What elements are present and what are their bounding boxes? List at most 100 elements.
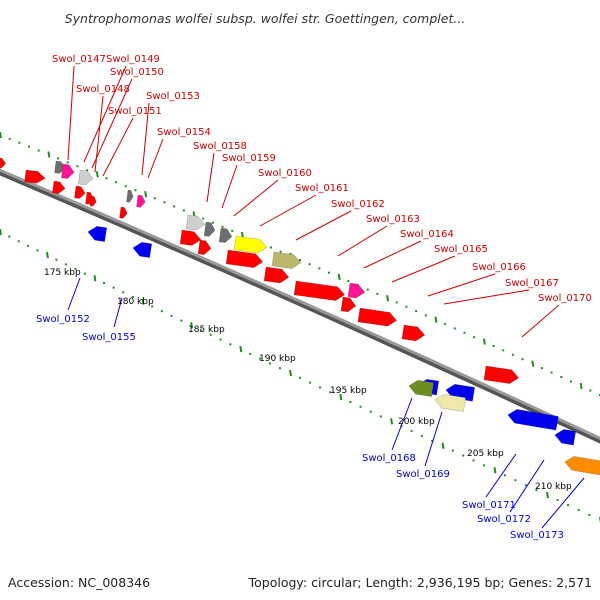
- reverse-gene-label[interactable]: Swol_0171: [462, 500, 516, 511]
- forward-label-leader: [91, 78, 133, 169]
- tick-dot: [74, 268, 77, 271]
- forward-gene-label[interactable]: Swol_0160: [258, 168, 312, 179]
- forward-gene-feature[interactable]: [203, 221, 216, 237]
- forward-gene-label[interactable]: Swol_0150: [110, 67, 164, 78]
- feature-layer: [0, 157, 600, 476]
- tick-dot: [347, 280, 350, 283]
- tick-dot: [462, 454, 465, 457]
- forward-label-leader: [391, 255, 456, 283]
- forward-gene-label[interactable]: Swol_0166: [472, 262, 526, 273]
- forward-gene-feature[interactable]: [126, 189, 134, 203]
- forward-gene-feature[interactable]: [61, 163, 75, 179]
- tick-mark: [337, 273, 341, 281]
- forward-gene-label[interactable]: Swol_0153: [146, 91, 200, 102]
- forward-gene-label[interactable]: Swol_0158: [193, 141, 247, 152]
- tick-dot: [64, 263, 67, 266]
- forward-gene-feature[interactable]: [24, 169, 46, 184]
- tick-dot: [299, 259, 301, 261]
- forward-gene-label[interactable]: Swol_0151: [108, 106, 162, 117]
- tick-dot: [27, 244, 30, 247]
- forward-gene-feature[interactable]: [52, 180, 66, 195]
- forward-gene-label[interactable]: Swol_0163: [366, 214, 420, 225]
- tick-dot: [521, 358, 524, 361]
- reverse-gene-feature[interactable]: [507, 408, 559, 431]
- tick-dot: [369, 410, 372, 413]
- forward-gene-feature[interactable]: [78, 169, 94, 186]
- reverse-gene-label[interactable]: Swol_0172: [477, 514, 531, 525]
- reverse-gene-feature[interactable]: [564, 455, 600, 476]
- tick-dot: [328, 271, 331, 274]
- forward-gene-label[interactable]: Swol_0170: [538, 293, 592, 304]
- reverse-gene-feature[interactable]: [408, 379, 435, 397]
- forward-gene-label[interactable]: Swol_0167: [505, 278, 559, 289]
- scale-label: 210 kbp: [535, 482, 572, 492]
- reverse-gene-label[interactable]: Swol_0155: [82, 332, 136, 343]
- forward-gene-feature[interactable]: [89, 195, 97, 207]
- tick-dot: [124, 185, 127, 188]
- forward-gene-label[interactable]: Swol_0154: [157, 127, 211, 138]
- reverse-gene-label[interactable]: Swol_0168: [362, 453, 416, 464]
- tick-mark: [289, 369, 292, 377]
- forward-gene-feature[interactable]: [197, 239, 212, 256]
- tick-dot: [463, 331, 466, 334]
- tick-dot: [66, 161, 69, 164]
- forward-gene-label[interactable]: Swol_0148: [76, 84, 130, 95]
- forward-label-leader: [427, 273, 496, 297]
- tick-dot: [524, 484, 527, 487]
- forward-gene-feature[interactable]: [119, 206, 128, 219]
- tick-dot: [28, 145, 31, 148]
- forward-gene-feature[interactable]: [218, 227, 233, 244]
- forward-gene-label[interactable]: Swol_0164: [400, 229, 454, 240]
- tick-mark: [493, 467, 497, 474]
- tick-mark: [93, 275, 97, 282]
- tick-dot: [18, 141, 21, 144]
- reverse-gene-feature[interactable]: [87, 225, 108, 242]
- forward-gene-label[interactable]: Swol_0165: [434, 244, 488, 255]
- reverse-gene-feature[interactable]: [554, 428, 577, 446]
- reverse-gene-feature[interactable]: [132, 241, 153, 258]
- tick-dot: [37, 149, 40, 152]
- tick-dot: [55, 258, 58, 261]
- tick-dot: [453, 327, 456, 330]
- reverse-label-leader: [509, 459, 545, 513]
- forward-gene-feature[interactable]: [136, 194, 146, 208]
- tick-dot: [182, 209, 185, 212]
- forward-gene-feature[interactable]: [271, 251, 302, 270]
- tick-dot: [231, 229, 234, 232]
- tick-mark: [579, 382, 583, 390]
- forward-gene-label[interactable]: Swol_0161: [295, 183, 349, 194]
- scale-label: 180 kbp: [117, 297, 154, 307]
- forward-gene-feature[interactable]: [179, 229, 202, 247]
- tick-dot: [319, 386, 322, 389]
- forward-gene-label[interactable]: Swol_0147: [52, 54, 106, 65]
- tick-dot: [105, 177, 108, 180]
- forward-gene-feature[interactable]: [225, 249, 264, 269]
- forward-gene-feature[interactable]: [401, 324, 426, 342]
- forward-gene-label[interactable]: Swol_0162: [331, 199, 385, 210]
- reverse-gene-label[interactable]: Swol_0169: [396, 469, 450, 480]
- forward-gene-feature[interactable]: [357, 307, 398, 327]
- forward-gene-feature[interactable]: [293, 280, 346, 302]
- forward-gene-feature[interactable]: [483, 365, 520, 385]
- tick-dot: [86, 169, 89, 172]
- forward-gene-feature[interactable]: [347, 282, 366, 299]
- tick-dot: [514, 479, 517, 482]
- forward-gene-feature[interactable]: [263, 266, 290, 284]
- tick-dot: [170, 314, 173, 317]
- forward-label-leader: [94, 95, 104, 173]
- forward-gene-feature[interactable]: [233, 235, 268, 254]
- tick-dot: [103, 282, 106, 285]
- forward-gene-feature[interactable]: [340, 296, 357, 313]
- tick-mark: [386, 294, 390, 302]
- forward-gene-label[interactable]: Swol_0149: [106, 54, 160, 65]
- scale-label: 205 kbp: [467, 449, 504, 459]
- reverse-gene-label[interactable]: Swol_0173: [510, 530, 564, 541]
- tick-dot: [472, 459, 475, 462]
- forward-label-leader: [67, 65, 75, 161]
- reverse-gene-label[interactable]: Swol_0152: [36, 314, 90, 325]
- forward-gene-label[interactable]: Swol_0159: [222, 153, 276, 164]
- forward-gene-feature[interactable]: [185, 214, 206, 231]
- forward-gene-feature[interactable]: [0, 157, 7, 169]
- forward-gene-feature[interactable]: [74, 185, 86, 199]
- reverse-gene-feature[interactable]: [434, 393, 466, 412]
